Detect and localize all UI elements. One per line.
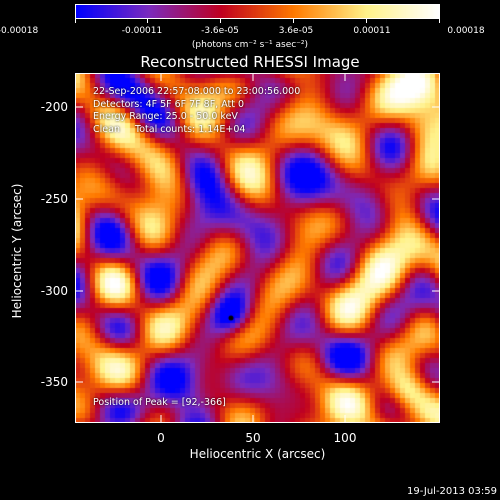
info-time-range: 22-Sep-2006 22:57:08.000 to 23:00:56.000 — [93, 86, 301, 97]
info-energy-range: Energy Range: 25.0 - 50.0 keV — [93, 111, 238, 122]
rhessi-image-plot — [75, 73, 440, 423]
colorbar — [75, 4, 440, 19]
colorbar-tick-label: 3.6e-05 — [278, 26, 314, 36]
y-tickmarks — [75, 106, 440, 383]
render-timestamp: 19-Jul-2013 03:59 — [406, 486, 497, 497]
x-tick-label: 0 — [157, 431, 165, 445]
colorbar-tick-label: 0.00011 — [353, 26, 391, 36]
info-clean-counts: Clean Total counts: 1.14E+04 — [93, 123, 246, 135]
colorbar-tickmark — [75, 19, 76, 23]
colorbar-units: (photons cm⁻² s⁻¹ asec⁻²) — [191, 40, 309, 50]
x-tick-label: 50 — [245, 431, 261, 445]
y-tick-label: -250 — [40, 192, 68, 206]
y-axis-label: Heliocentric Y (arcsec) — [10, 183, 24, 319]
x-tick-label: 100 — [333, 431, 357, 445]
y-tick-label: -300 — [40, 284, 68, 298]
colorbar-tickmark — [220, 19, 221, 23]
colorbar-tickmark — [147, 19, 148, 23]
colorbar-tickmark — [366, 19, 367, 23]
y-tick-label: -350 — [40, 375, 68, 389]
rhessi-image-canvas — [75, 73, 440, 423]
y-tick-label: -200 — [40, 100, 68, 114]
info-detectors: Detectors: 4F 5F 6F 7F 8F, Att 0 — [93, 98, 245, 110]
peak-position: Position of Peak = [92,-366] — [93, 397, 226, 408]
colorbar-tick-label: 0.00018 — [447, 26, 485, 36]
plot-axes — [75, 73, 440, 423]
colorbar-tickmark — [293, 19, 294, 23]
colorbar-tickmark — [439, 19, 440, 23]
colorbar-tick-label: -0.00018 — [0, 26, 39, 36]
x-tickmarks — [160, 73, 346, 423]
x-axis-label: Heliocentric X (arcsec) — [189, 447, 326, 461]
observation-info: 22-Sep-2006 22:57:08.000 to 23:00:56.000… — [93, 86, 300, 136]
colorbar-tick-label: -3.6e-05 — [201, 26, 239, 36]
colorbar-tick-label: -0.00011 — [121, 26, 163, 36]
plot-border — [75, 73, 440, 423]
image-title: Reconstructed RHESSI Image — [140, 53, 360, 71]
